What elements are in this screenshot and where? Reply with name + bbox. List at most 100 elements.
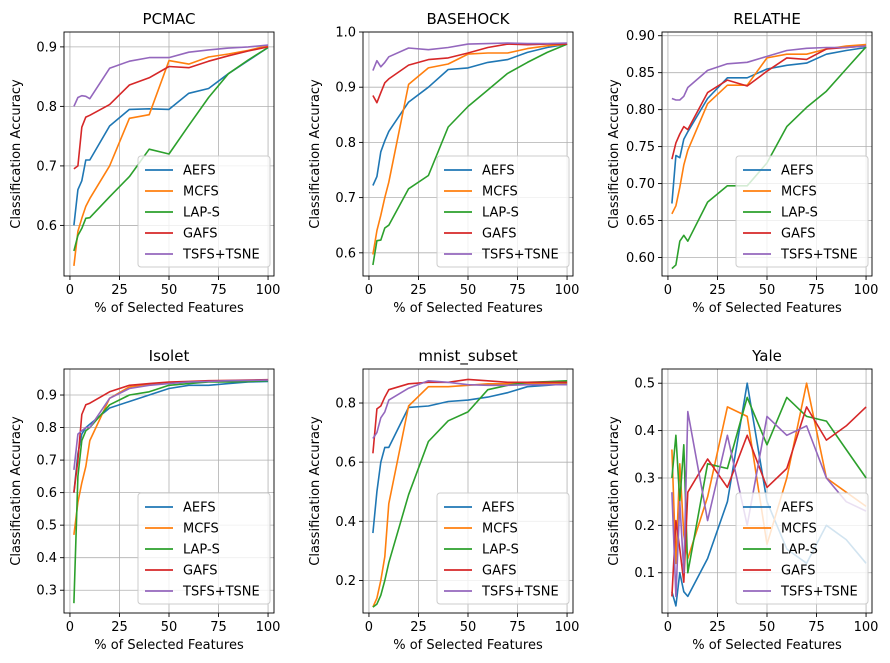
y-axis-label: Classification Accuracy xyxy=(308,79,323,229)
series-line-mcfs xyxy=(671,382,867,565)
y-axis-label: Classification Accuracy xyxy=(607,416,622,566)
y-tick-label: 1.0 xyxy=(335,26,356,41)
subplot-title: Yale xyxy=(751,347,782,365)
legend-label: LAP-S xyxy=(781,206,818,221)
x-tick-label: 100 xyxy=(854,620,879,635)
legend-label: AEFS xyxy=(183,501,216,516)
legend-label: GAFS xyxy=(781,227,815,242)
x-tick-label: 75 xyxy=(509,283,526,298)
subplot-yale: 0 25 50 75 100 0.1 0.2 0.3 0.4 0.5 Yale % of Select… xyxy=(607,347,878,653)
series-line-aefs xyxy=(671,46,867,204)
legend-box xyxy=(137,155,271,268)
x-tick-label: 100 xyxy=(854,283,879,298)
x-tick-label: 0 xyxy=(365,620,373,635)
y-tick-label: 0.80 xyxy=(626,103,655,118)
legend: AEFS MCFS LAP-S GAFS TSFS+TSNE xyxy=(436,492,570,605)
legend: AEFS MCFS LAP-S GAFS TSFS+TSNE xyxy=(137,492,271,605)
x-axis-label: % of Selected Features xyxy=(94,301,244,316)
x-axis-label: % of Selected Features xyxy=(393,638,543,653)
legend-label: AEFS xyxy=(482,164,515,179)
y-axis-label: Classification Accuracy xyxy=(607,79,622,229)
x-tick-label: 0 xyxy=(664,620,672,635)
x-tick-label: 25 xyxy=(111,283,128,298)
y-tick-label: 0.6 xyxy=(335,456,356,471)
legend-label: MCFS xyxy=(183,185,219,200)
series-line-aefs xyxy=(73,380,269,493)
x-tick-label: 0 xyxy=(66,283,74,298)
subplot-relathe: 0 25 50 75 100 0.60 0.65 0.70 0.75 0.80 0.85 0.90 RE… xyxy=(607,10,878,316)
legend-label: GAFS xyxy=(482,227,516,242)
y-axis-label: Classification Accuracy xyxy=(9,79,24,229)
y-tick-label: 0.6 xyxy=(335,246,356,261)
series-line-mcfs xyxy=(372,43,568,255)
legend-label: AEFS xyxy=(482,501,515,516)
y-tick-label: 0.90 xyxy=(626,29,655,44)
y-tick-label: 0.85 xyxy=(626,66,655,81)
legend-label: MCFS xyxy=(781,185,817,200)
series-line-aefs xyxy=(73,46,269,226)
y-tick-label: 0.6 xyxy=(36,486,57,501)
x-tick-label: 25 xyxy=(111,620,128,635)
series-line-mcfs xyxy=(73,44,269,266)
y-tick-label: 0.2 xyxy=(634,519,655,534)
legend-box xyxy=(735,155,869,268)
legend-label: TSFS+TSNE xyxy=(780,585,858,600)
x-tick-label: 0 xyxy=(66,620,74,635)
legend-label: AEFS xyxy=(781,164,814,179)
legend-label: GAFS xyxy=(482,564,516,579)
legend-label: LAP-S xyxy=(781,543,818,558)
y-tick-label: 0.2 xyxy=(335,574,356,589)
legend: AEFS MCFS LAP-S GAFS TSFS+TSNE xyxy=(735,155,869,268)
legend-label: LAP-S xyxy=(482,543,519,558)
x-tick-label: 100 xyxy=(555,620,580,635)
series-line-gafs xyxy=(372,43,568,104)
y-axis-label: Classification Accuracy xyxy=(308,416,323,566)
subplot-title: mnist_subset xyxy=(418,347,517,366)
y-tick-label: 0.60 xyxy=(626,251,655,266)
y-tick-label: 0.3 xyxy=(36,584,57,599)
x-tick-label: 50 xyxy=(460,620,477,635)
series-line-tsfs-tsne xyxy=(671,410,867,598)
legend-label: GAFS xyxy=(183,227,217,242)
x-tick-label: 25 xyxy=(410,620,427,635)
subplot-title: Isolet xyxy=(149,347,190,365)
x-tick-label: 75 xyxy=(808,283,825,298)
legend-label: LAP-S xyxy=(183,543,220,558)
y-tick-label: 0.1 xyxy=(634,566,655,581)
series-line-tsfs-tsne xyxy=(73,379,269,470)
y-tick-label: 0.65 xyxy=(626,214,655,229)
series-line-gafs xyxy=(671,406,867,597)
series-line-tsfs-tsne xyxy=(372,379,568,439)
x-tick-label: 25 xyxy=(410,283,427,298)
legend-box xyxy=(436,492,570,605)
legend-label: LAP-S xyxy=(482,206,519,221)
x-tick-label: 50 xyxy=(759,283,776,298)
x-axis-label: % of Selected Features xyxy=(692,638,842,653)
subplot-title: RELATHE xyxy=(733,10,801,28)
y-tick-label: 0.3 xyxy=(634,471,655,486)
x-tick-label: 75 xyxy=(210,620,227,635)
series-line-lap-s xyxy=(671,396,867,574)
legend-label: MCFS xyxy=(183,522,219,537)
x-tick-label: 75 xyxy=(808,620,825,635)
y-tick-label: 0.6 xyxy=(36,219,57,234)
legend-label: GAFS xyxy=(183,564,217,579)
series-line-gafs xyxy=(671,45,867,160)
y-tick-label: 0.4 xyxy=(335,515,356,530)
y-tick-label: 0.75 xyxy=(626,140,655,155)
x-axis-label: % of Selected Features xyxy=(94,638,244,653)
series-line-lap-s xyxy=(372,43,568,266)
series-line-aefs xyxy=(372,383,568,534)
y-tick-label: 0.70 xyxy=(626,177,655,192)
legend-box xyxy=(735,492,869,605)
legend-label: LAP-S xyxy=(183,206,220,221)
x-tick-label: 0 xyxy=(365,283,373,298)
y-tick-label: 0.7 xyxy=(36,454,57,469)
y-tick-label: 0.9 xyxy=(335,81,356,96)
legend: AEFS MCFS LAP-S GAFS TSFS+TSNE xyxy=(436,155,570,268)
legend-label: MCFS xyxy=(781,522,817,537)
x-tick-label: 25 xyxy=(709,620,726,635)
series-line-gafs xyxy=(73,46,269,170)
y-tick-label: 0.9 xyxy=(36,40,57,55)
